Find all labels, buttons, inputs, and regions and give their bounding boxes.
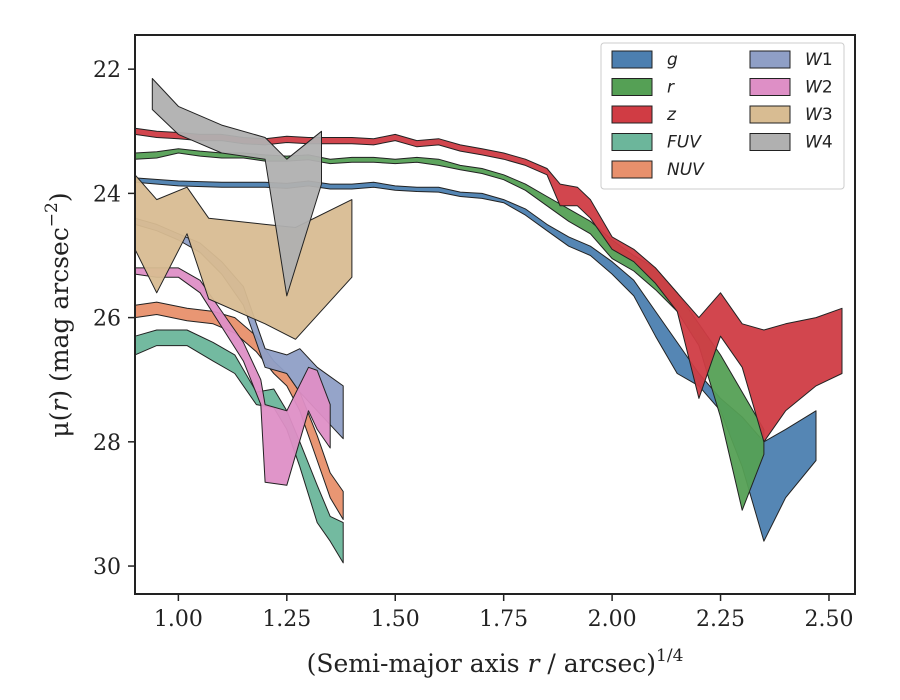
x-tick-label: 2.50 — [804, 607, 853, 632]
legend-label: W1 — [805, 50, 833, 70]
legend-entry-w3: W3 — [749, 105, 833, 125]
legend-entry-w2: W2 — [749, 78, 833, 98]
legend-label: W3 — [805, 105, 833, 125]
plot-frame — [134, 34, 856, 595]
legend-label: W4 — [805, 133, 833, 153]
legend-entry-g: g — [611, 50, 678, 70]
legend: grz FUV NUV W1 W2 W3 W4 — [600, 42, 845, 190]
y-tick-label: 26 — [93, 307, 121, 332]
series-band-g — [134, 177, 817, 542]
legend-swatch — [611, 105, 653, 124]
legend-entry-w1: W1 — [749, 50, 833, 70]
x-tick-label: 1.00 — [154, 607, 203, 632]
legend-entry-fuv: FUV — [611, 133, 702, 153]
series-layer — [134, 78, 843, 564]
x-tick-label: 2.00 — [588, 607, 637, 632]
x-tick-label: 1.75 — [479, 607, 528, 632]
legend-label: FUV — [667, 133, 702, 153]
legend-entry-nuv: NUV — [611, 160, 705, 180]
series-band-z — [134, 127, 843, 443]
series-band-w3 — [134, 174, 353, 340]
legend-entries: grz FUV NUV W1 W2 W3 W4 — [611, 50, 833, 180]
y-axis: 22 24 26 28 30 — [93, 58, 135, 580]
legend-swatch — [749, 50, 791, 69]
legend-label: g — [667, 50, 678, 70]
legend-swatch — [749, 133, 791, 151]
legend-swatch — [749, 78, 791, 96]
y-tick-label: 30 — [93, 555, 121, 580]
x-tick-label: 2.25 — [696, 607, 745, 632]
legend-entry-z: z — [611, 105, 677, 125]
series-band-fuv — [134, 329, 344, 564]
legend-entry-r: r — [611, 78, 675, 98]
legend-swatch — [611, 160, 653, 179]
x-axis: 1.00 1.25 1.50 1.75 2.00 2.25 2.50 — [154, 594, 853, 632]
legend-swatch — [611, 50, 653, 69]
y-tick-label: 22 — [93, 58, 121, 83]
legend-label: W2 — [805, 78, 833, 98]
legend-label: NUV — [667, 160, 705, 180]
legend-swatch — [749, 105, 791, 124]
legend-entry-w4: W4 — [749, 133, 833, 153]
x-axis-label: (Semi-major axis r / arcsec)1/4 — [307, 646, 684, 678]
legend-swatch — [611, 133, 653, 151]
y-axis-label: μ(r) (mag arcsec−2) — [42, 192, 74, 437]
x-tick-label: 1.50 — [371, 607, 420, 632]
legend-swatch — [611, 78, 653, 96]
legend-label: r — [667, 78, 675, 98]
series-band-w4 — [151, 78, 322, 297]
y-tick-label: 24 — [93, 182, 121, 207]
y-tick-label: 28 — [93, 431, 121, 456]
legend-label: z — [666, 105, 677, 125]
x-tick-label: 1.25 — [262, 607, 311, 632]
series-band-w2 — [134, 267, 331, 486]
